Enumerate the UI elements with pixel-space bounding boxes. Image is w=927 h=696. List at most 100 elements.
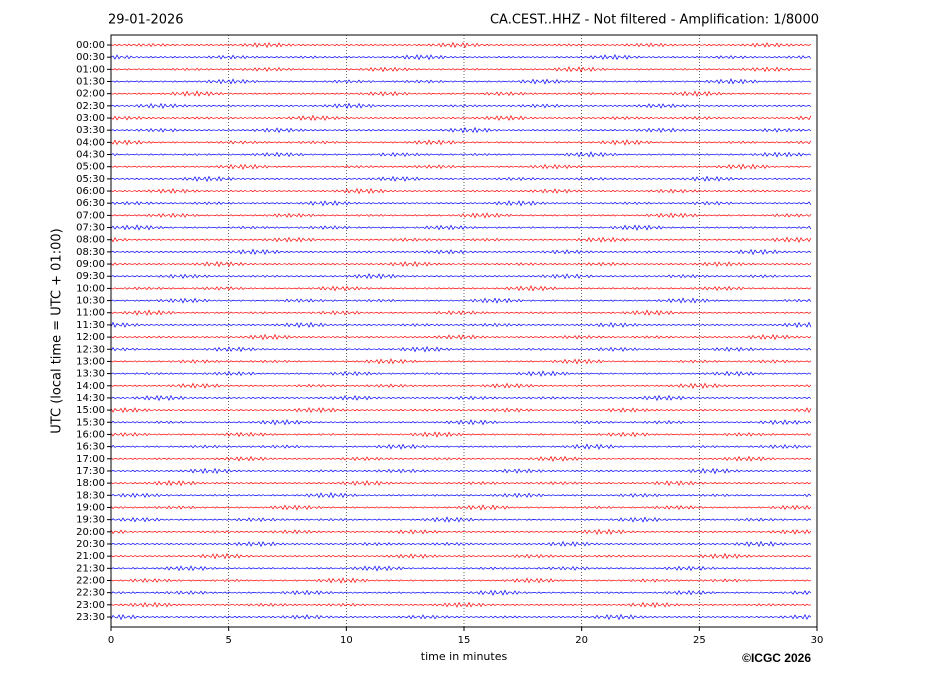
trace <box>110 163 812 171</box>
x-tick-label: 10 <box>340 635 353 646</box>
y-tick-label: 18:30 <box>76 490 105 501</box>
trace <box>110 114 812 122</box>
x-tick-label: 20 <box>575 635 588 646</box>
y-tick-label: 18:00 <box>76 478 105 489</box>
trace <box>110 491 812 499</box>
x-tick-label: 5 <box>225 635 231 646</box>
y-tick-label: 09:00 <box>76 259 105 270</box>
y-tick-label: 15:00 <box>76 405 105 416</box>
x-tick-label: 0 <box>108 635 114 646</box>
y-tick-label: 13:00 <box>76 356 105 367</box>
y-tick-label: 22:00 <box>76 575 105 586</box>
trace <box>110 370 812 377</box>
trace <box>110 552 812 560</box>
trace <box>110 102 812 110</box>
trace <box>110 260 812 268</box>
trace <box>110 236 812 243</box>
y-tick-label: 23:30 <box>76 612 105 623</box>
y-tick-label: 12:30 <box>76 344 105 355</box>
y-tick-label: 10:00 <box>76 283 105 294</box>
x-tick-label: 30 <box>811 635 824 646</box>
trace <box>110 613 812 621</box>
trace <box>110 528 812 535</box>
y-axis-label: UTC (local time = UTC + 01:00) <box>50 228 65 433</box>
trace <box>110 431 812 438</box>
y-tick-label: 06:00 <box>76 186 105 197</box>
y-tick-label: 03:30 <box>76 125 105 136</box>
trace <box>110 78 812 85</box>
trace <box>110 41 812 49</box>
trace <box>110 321 812 329</box>
y-tick-label: 16:30 <box>76 442 105 453</box>
y-tick-label: 11:00 <box>76 308 105 319</box>
trace <box>110 358 812 365</box>
y-tick-label: 08:00 <box>76 235 105 246</box>
trace <box>110 272 812 280</box>
trace <box>110 479 812 487</box>
trace <box>110 455 812 463</box>
trace <box>110 175 812 183</box>
y-tick-label: 12:00 <box>76 332 105 343</box>
trace <box>110 394 812 402</box>
plot-frame <box>110 34 818 628</box>
y-tick-label: 02:30 <box>76 101 105 112</box>
trace <box>110 297 812 304</box>
trace <box>110 406 812 414</box>
trace <box>110 443 812 450</box>
y-tick-label: 00:00 <box>76 40 105 51</box>
trace <box>110 540 812 548</box>
y-tick-label: 09:30 <box>76 271 105 282</box>
y-tick-label: 01:00 <box>76 64 105 75</box>
y-tick-label: 13:30 <box>76 369 105 380</box>
y-tick-label: 21:00 <box>76 551 105 562</box>
y-tick-label: 20:00 <box>76 527 105 538</box>
y-tick-label: 08:30 <box>76 247 105 258</box>
trace <box>110 285 812 292</box>
y-tick-label: 07:30 <box>76 223 105 234</box>
y-tick-label: 14:00 <box>76 381 105 392</box>
trace <box>110 54 812 61</box>
trace <box>110 419 812 426</box>
trace <box>110 187 812 195</box>
trace <box>110 333 812 341</box>
y-tick-label: 02:00 <box>76 89 105 100</box>
y-tick-label: 15:30 <box>76 417 105 428</box>
y-tick-label: 05:00 <box>76 162 105 173</box>
y-tick-label: 14:30 <box>76 393 105 404</box>
trace <box>110 516 812 523</box>
trace <box>110 382 812 390</box>
date: 29-01-2026 <box>108 13 184 28</box>
y-tick-label: 03:00 <box>76 113 105 124</box>
trace <box>110 345 812 353</box>
y-tick-label: 04:30 <box>76 150 105 161</box>
y-tick-label: 01:30 <box>76 77 105 88</box>
x-tick-label: 15 <box>458 635 471 646</box>
trace <box>110 589 812 596</box>
trace <box>110 212 812 219</box>
y-tick-label: 04:00 <box>76 137 105 148</box>
y-tick-label: 07:00 <box>76 210 105 221</box>
x-tick-label: 25 <box>693 635 706 646</box>
y-tick-label: 17:30 <box>76 466 105 477</box>
chart-title: CA.CEST..HHZ - Not filtered - Amplificat… <box>490 13 819 28</box>
trace <box>110 504 812 511</box>
trace <box>110 126 812 134</box>
y-tick-label: 17:00 <box>76 454 105 465</box>
y-tick-label: 10:30 <box>76 296 105 307</box>
y-tick-label: 06:30 <box>76 198 105 209</box>
trace <box>110 309 812 316</box>
trace <box>110 200 812 207</box>
y-tick-label: 00:30 <box>76 52 105 63</box>
y-tick-label: 16:00 <box>76 429 105 440</box>
trace <box>110 151 812 158</box>
trace <box>110 139 812 146</box>
y-tick-label: 21:30 <box>76 563 105 574</box>
y-tick-label: 19:00 <box>76 502 105 513</box>
trace <box>110 66 812 73</box>
trace <box>110 224 812 231</box>
trace <box>110 248 812 256</box>
y-tick-label: 22:30 <box>76 588 105 599</box>
trace <box>110 90 812 97</box>
y-tick-label: 05:30 <box>76 174 105 185</box>
trace <box>110 565 812 572</box>
